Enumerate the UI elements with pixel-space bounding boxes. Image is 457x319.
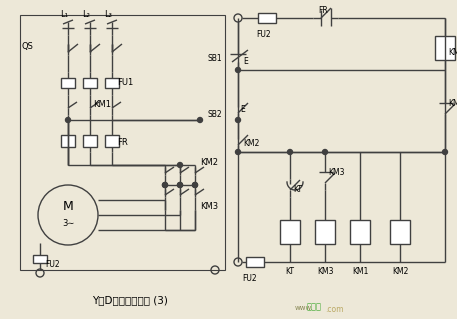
Text: KM1: KM1 (93, 100, 111, 109)
Circle shape (192, 182, 197, 188)
Text: KM2: KM2 (200, 158, 218, 167)
Text: SB2: SB2 (208, 110, 223, 119)
Text: FU2: FU2 (242, 274, 257, 283)
Text: FR: FR (117, 138, 128, 147)
Text: FU2: FU2 (45, 260, 59, 269)
Text: KM2: KM2 (392, 267, 408, 276)
Text: SB1: SB1 (208, 54, 223, 63)
Circle shape (235, 150, 240, 154)
Text: www.: www. (295, 305, 314, 311)
Circle shape (163, 182, 168, 188)
Text: KM3: KM3 (328, 168, 345, 177)
Circle shape (65, 117, 70, 122)
Text: L₁: L₁ (60, 10, 68, 19)
Circle shape (287, 150, 292, 154)
Circle shape (177, 182, 182, 188)
Text: KM3: KM3 (200, 202, 218, 211)
Text: KT: KT (286, 267, 294, 276)
Circle shape (163, 182, 168, 188)
Bar (20, 15, 225, 270)
Circle shape (235, 68, 240, 72)
Bar (280, 220, 300, 244)
Circle shape (197, 117, 202, 122)
Text: Y－D起动控制电路 (3): Y－D起动控制电路 (3) (92, 295, 168, 305)
Text: KT: KT (293, 185, 302, 194)
Text: L₃: L₃ (104, 10, 112, 19)
Bar (61, 78, 75, 88)
Bar (350, 220, 370, 244)
Circle shape (323, 150, 328, 154)
Bar (390, 220, 410, 244)
Text: E: E (240, 105, 245, 114)
Bar (105, 135, 119, 147)
Circle shape (177, 182, 182, 188)
Text: FR: FR (318, 6, 328, 15)
Text: KM1: KM1 (352, 267, 368, 276)
Text: M: M (63, 201, 74, 213)
Circle shape (192, 182, 197, 188)
Bar (83, 78, 97, 88)
Text: FU2: FU2 (256, 30, 271, 39)
Circle shape (442, 150, 447, 154)
Bar (258, 13, 276, 23)
Bar (61, 135, 75, 147)
Text: FU1: FU1 (117, 78, 133, 87)
Bar (435, 36, 455, 60)
Text: QS: QS (22, 42, 34, 51)
Text: KM3: KM3 (448, 99, 457, 108)
Text: KM3: KM3 (317, 267, 333, 276)
Bar (83, 135, 97, 147)
Bar (315, 220, 335, 244)
Text: L₂: L₂ (82, 10, 90, 19)
Bar (246, 257, 264, 267)
Circle shape (235, 117, 240, 122)
Bar (105, 78, 119, 88)
Text: .com: .com (325, 305, 344, 314)
Circle shape (177, 162, 182, 167)
Text: KM1: KM1 (448, 48, 457, 57)
Text: 接线图: 接线图 (307, 302, 322, 311)
Text: 3∼: 3∼ (62, 219, 74, 227)
Bar (33, 255, 47, 263)
Text: E: E (243, 57, 248, 66)
Text: KM2: KM2 (243, 139, 260, 148)
